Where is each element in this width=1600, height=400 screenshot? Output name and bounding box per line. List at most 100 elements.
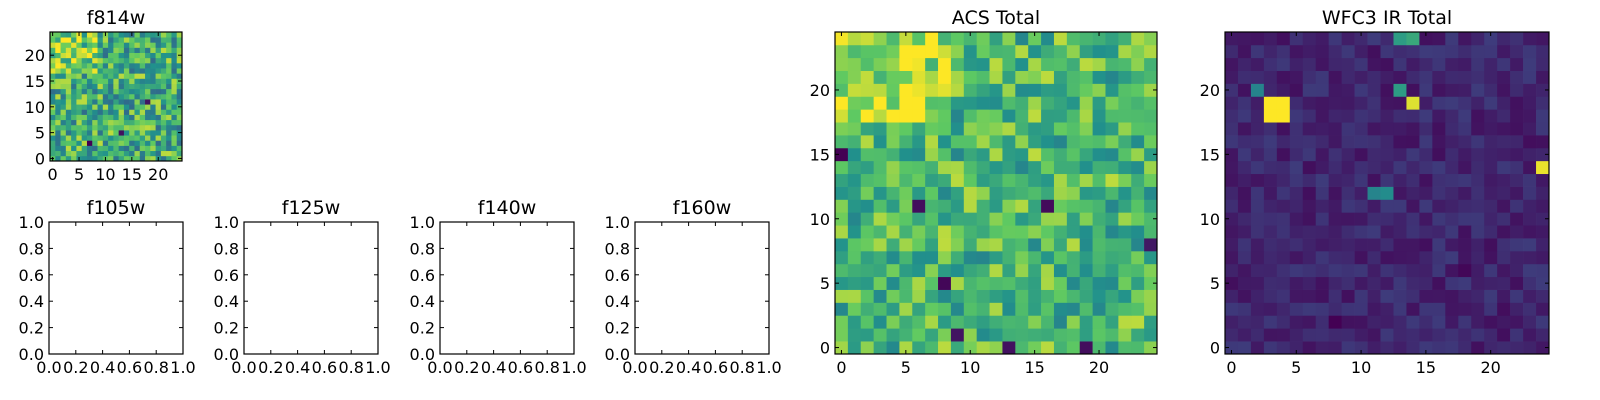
heatmap-cell (145, 109, 151, 115)
heatmap-cell (1028, 147, 1042, 162)
y-tick-label: 0 (35, 149, 45, 168)
heatmap-cell (60, 62, 67, 69)
heatmap-cell (1445, 186, 1459, 200)
heatmap-cell (160, 135, 167, 141)
heatmap-cell (1497, 238, 1511, 252)
heatmap-cell (1302, 276, 1317, 290)
heatmap-cell (899, 276, 913, 290)
heatmap-cell (925, 315, 939, 329)
heatmap-cell (989, 44, 1003, 59)
heatmap-cell (963, 57, 978, 71)
heatmap-cell (108, 62, 114, 69)
heatmap-cell (1367, 44, 1381, 59)
heatmap-cell (1458, 212, 1472, 226)
heatmap-cell (1250, 341, 1265, 355)
heatmap-cell (1432, 238, 1446, 252)
heatmap-cell (1536, 173, 1550, 187)
heatmap-cell (86, 150, 93, 157)
heatmap-cell (1328, 263, 1342, 278)
heatmap-cell (835, 276, 849, 290)
heatmap-cell (976, 289, 990, 303)
heatmap-cell (171, 32, 178, 38)
heatmap-cell (92, 88, 98, 95)
heatmap-cell (1432, 147, 1446, 162)
heatmap-cell (1471, 109, 1485, 123)
heatmap-cell (1406, 173, 1420, 187)
heatmap-cell (1471, 96, 1485, 110)
heatmap-cell (1393, 83, 1407, 97)
heatmap-cell (925, 263, 939, 278)
heatmap-cell (1289, 57, 1304, 71)
heatmap-cell (1263, 44, 1278, 59)
heatmap-cell (860, 186, 874, 200)
heatmap-cell (1250, 225, 1265, 239)
heatmap-cell (171, 135, 178, 141)
heatmap-cell (166, 135, 172, 141)
heatmap-cell (1536, 70, 1550, 84)
heatmap-cell (160, 109, 167, 115)
heatmap-cell (1393, 328, 1407, 342)
heatmap-cell (108, 73, 114, 79)
heatmap-cell (938, 212, 952, 226)
heatmap-cell (886, 44, 900, 59)
heatmap-cell (1354, 173, 1368, 187)
heatmap-cell (950, 160, 965, 175)
heatmap-cell (176, 68, 183, 74)
heatmap-cell (976, 199, 990, 213)
heatmap-cell (160, 150, 167, 157)
heatmap-cell (1079, 276, 1093, 290)
heatmap-cell (925, 276, 939, 290)
heatmap-cell (925, 328, 939, 342)
heatmap-cell (1471, 57, 1485, 71)
heatmap-cell (1393, 70, 1407, 84)
heatmap-cell (176, 124, 183, 131)
heatmap-cell (1510, 225, 1524, 239)
heatmap-cell (1523, 263, 1537, 278)
heatmap-cell (1432, 289, 1446, 303)
heatmap-cell (1367, 160, 1381, 175)
heatmap-cell (1523, 44, 1537, 59)
heatmap-cell (912, 186, 926, 200)
heatmap-cell (102, 140, 109, 146)
heatmap-cell (1053, 263, 1068, 278)
heatmap-cell (1419, 122, 1433, 136)
heatmap-cell (1131, 147, 1145, 162)
heatmap-cell (1015, 276, 1029, 290)
heatmap-cell (1144, 83, 1158, 97)
heatmap-cell (1367, 315, 1381, 329)
heatmap-cell (123, 155, 130, 162)
heatmap-cell (912, 122, 926, 136)
heatmap-cell (139, 145, 146, 152)
heatmap-cell (1250, 238, 1265, 252)
heatmap-cell (1053, 122, 1068, 136)
heatmap-cell (1092, 212, 1106, 226)
heatmap-cell (1497, 225, 1511, 239)
heatmap-cell (1092, 263, 1106, 278)
heatmap-cell (155, 104, 162, 110)
y-tick-label: 0.6 (410, 266, 435, 285)
heatmap-cell (1144, 32, 1158, 46)
heatmap-cell (886, 328, 900, 342)
heatmap-cell (989, 57, 1003, 71)
heatmap-cell (123, 130, 130, 136)
heatmap-cell (1510, 173, 1524, 187)
heatmap-cell (1523, 250, 1537, 265)
heatmap-cell (860, 135, 874, 149)
heatmap-cell (97, 68, 104, 74)
heatmap-cell (1471, 302, 1485, 316)
y-tick-label: 0.0 (605, 345, 630, 364)
heatmap-cell (108, 104, 114, 110)
heatmap-cell (1458, 57, 1472, 71)
heatmap-cell (1354, 225, 1368, 239)
heatmap-cell (113, 32, 119, 38)
heatmap-cell (150, 140, 156, 146)
heatmap-cell (1471, 212, 1485, 226)
heatmap-cell (60, 124, 67, 131)
heatmap-cell (1354, 186, 1368, 200)
heatmap-cell (1315, 135, 1330, 149)
heatmap-cell (171, 119, 178, 126)
heatmap-cell (1380, 328, 1394, 342)
heatmap-cell (938, 328, 952, 342)
heatmap-cell (1053, 135, 1068, 149)
heatmap-cell (92, 145, 98, 152)
